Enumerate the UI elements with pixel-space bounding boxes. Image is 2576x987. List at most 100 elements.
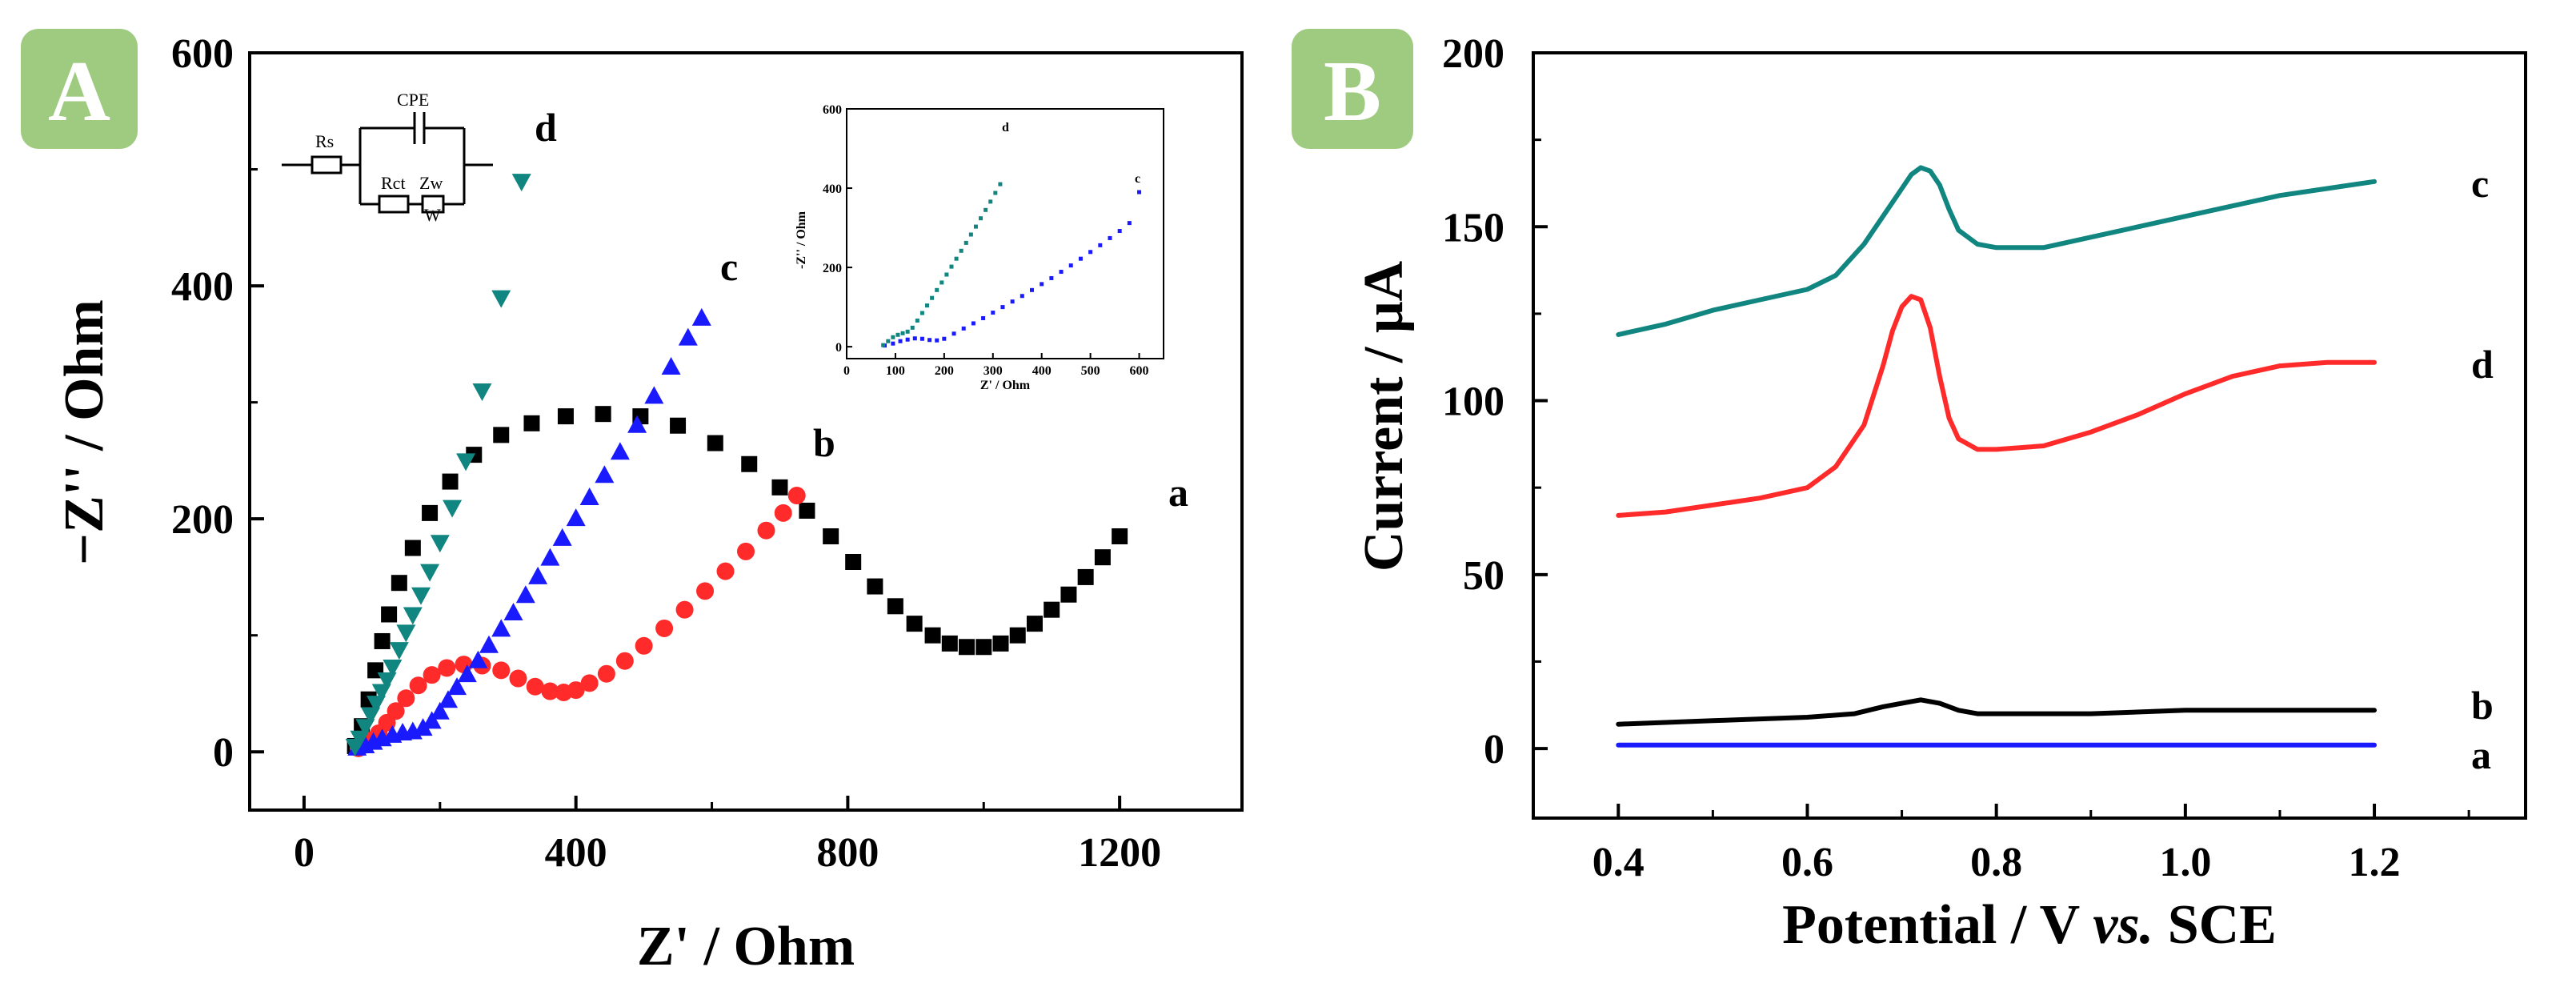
series-a-point xyxy=(422,504,439,521)
inset-series-c-point xyxy=(942,336,947,341)
circuit-label-zw: Zw xyxy=(419,173,443,193)
inset-series-d-point xyxy=(979,216,984,221)
inset-series-d-point xyxy=(944,272,949,277)
series-a-point xyxy=(670,417,687,434)
panel-a-plot-frame xyxy=(248,51,1244,812)
inset-series-c-point xyxy=(1088,250,1093,255)
series-a-point xyxy=(887,598,903,615)
series-a-point xyxy=(823,528,839,544)
panel-b-badge xyxy=(1292,29,1413,149)
series-c-point xyxy=(439,690,458,708)
inset-series-d-point xyxy=(881,343,886,347)
inset-y-tick-label: 200 xyxy=(823,262,842,275)
series-d-point xyxy=(377,672,397,690)
inset-series-c-point xyxy=(912,336,917,341)
inset-y-tick-label: 600 xyxy=(823,103,842,117)
series-c-point xyxy=(491,619,511,637)
series-a-point xyxy=(1044,601,1060,618)
series-a-point xyxy=(391,575,407,592)
panel-b-y-tick-label: 0 xyxy=(1484,727,1504,772)
series-a-point xyxy=(924,627,941,644)
series-d-point xyxy=(456,453,476,471)
panel-b-x-tick-label: 1.2 xyxy=(2349,840,2401,885)
series-c-point xyxy=(610,442,630,460)
inset-series-d-point xyxy=(939,280,944,285)
series-b-point xyxy=(509,669,527,688)
inset-y-axis-title: -Z'' / Ohm xyxy=(795,211,808,269)
series-b-point xyxy=(716,562,735,580)
series-c-line xyxy=(1616,165,2377,337)
series-b-point xyxy=(774,504,792,522)
inset-series-c-point xyxy=(891,341,895,346)
series-a-point xyxy=(1026,616,1043,632)
panel-a-y-tick-label: 400 xyxy=(171,264,234,310)
inset-series-c-point xyxy=(1127,221,1132,226)
inset-series-d-point xyxy=(988,199,993,204)
series-a-point xyxy=(867,578,883,595)
series-c-point xyxy=(468,650,488,668)
inset-series-d-point xyxy=(919,311,924,315)
inset-series-c-point xyxy=(1059,270,1064,275)
series-c-point xyxy=(644,386,664,404)
series-b-point xyxy=(635,636,653,655)
series-a-point xyxy=(906,616,923,632)
series-c-point xyxy=(447,677,467,696)
inset-series xyxy=(881,182,1142,348)
inset-series-c-point xyxy=(1000,305,1005,310)
inset-series-d-point xyxy=(910,325,915,330)
series-b-point xyxy=(397,689,415,708)
panel-b-x-axis-title: Potential / V vs. SCE xyxy=(1782,894,2277,956)
inset-curve-labels: cd xyxy=(1002,121,1140,186)
series-a-point xyxy=(557,408,574,425)
panel-b-plot-frame xyxy=(1532,51,2527,820)
inset-series-d-point xyxy=(905,329,910,334)
panel-a-x-tick-label: 0 xyxy=(294,830,314,876)
inset-series-c-point xyxy=(1068,263,1073,268)
inset-x-tick-label: 300 xyxy=(984,364,1003,378)
inset-y-tick-label: 400 xyxy=(823,183,842,196)
inset-x-tick-label: 600 xyxy=(1130,364,1149,378)
panel-b-y-axis-title: Current / μA xyxy=(1353,260,1415,572)
series-b-point xyxy=(615,652,634,670)
series-b-point xyxy=(541,682,559,700)
inset-series-c-point xyxy=(1040,282,1044,287)
series-c-point xyxy=(528,566,548,584)
inset-series-d-point xyxy=(915,318,919,323)
series-d-point xyxy=(420,564,440,582)
series-b-point xyxy=(675,600,694,619)
series-d-point xyxy=(443,500,463,518)
inset-series-d-point xyxy=(963,240,968,245)
series-b-point xyxy=(492,661,511,680)
series-a-point xyxy=(959,639,976,656)
series-b-point xyxy=(409,676,427,695)
series-b-line xyxy=(1616,697,2377,727)
panel-a-curve-label-d: d xyxy=(535,105,557,150)
inset-series-d-point xyxy=(998,182,1003,187)
inset-series-d-point xyxy=(900,331,905,335)
series-b-point xyxy=(567,681,585,700)
inset-x-tick-label: 500 xyxy=(1081,364,1100,378)
series-b-point xyxy=(696,582,715,600)
series-b-point xyxy=(737,542,755,560)
panel-b-curve-label-d: d xyxy=(2471,342,2494,387)
panel-b-curve-label-b: b xyxy=(2471,683,2494,728)
panel-a-x-tick-label: 1200 xyxy=(1078,830,1161,876)
circuit-label-rs: Rs xyxy=(315,131,334,151)
panel-b-x-tick-label: 0.6 xyxy=(1781,840,1833,885)
inset-series-c-point xyxy=(991,311,996,315)
inset-series-c-point xyxy=(1010,299,1015,304)
series-c-point xyxy=(595,465,615,483)
series-b-point xyxy=(580,674,599,692)
series-a-point xyxy=(1112,528,1128,544)
inset-curve-label-c: c xyxy=(1135,172,1140,186)
series-c-point xyxy=(691,307,711,326)
series-a-point xyxy=(1009,627,1026,644)
inset-series-c-point xyxy=(935,338,939,343)
equivalent-circuit-diagram xyxy=(282,112,493,214)
panel-b-x-tick-label: 1.0 xyxy=(2159,840,2211,885)
series-d-point xyxy=(472,383,492,402)
series-c-point xyxy=(430,701,450,720)
series-a-point xyxy=(1094,549,1111,566)
series-a-point xyxy=(1060,586,1077,603)
